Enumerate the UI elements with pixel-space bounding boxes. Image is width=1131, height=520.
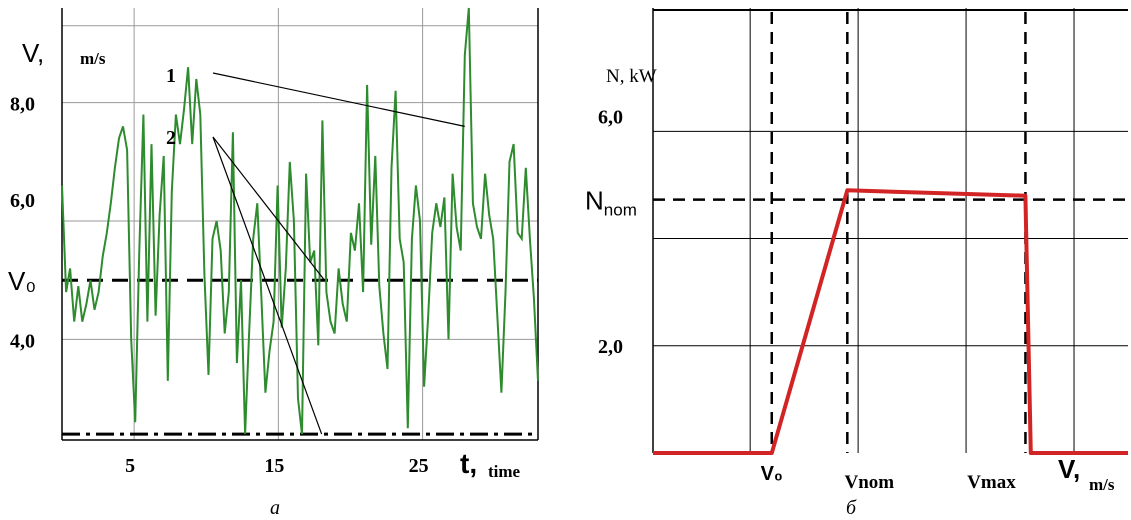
annotation-label-2: 2 bbox=[166, 127, 176, 149]
n-nom-label: Nnom bbox=[585, 186, 637, 220]
chart-b-y-tick-label: 2,0 bbox=[598, 336, 623, 358]
chart-a-x-axis-label: t, bbox=[460, 448, 477, 479]
chart-b-x-axis-unit: m/s bbox=[1089, 475, 1115, 494]
chart-a-y-tick-label: 6,0 bbox=[10, 190, 35, 212]
chart-b: N, kW 6,0 2,0 Nnom V₀ Vnom Vmax V, m/s б bbox=[585, 8, 1128, 519]
panel-label-b: б bbox=[846, 497, 857, 519]
chart-b-grid bbox=[652, 8, 1128, 453]
chart-a-x-tick-label: 15 bbox=[264, 455, 284, 477]
chart-a-x-tick-label: 25 bbox=[409, 455, 429, 477]
vmax-x-label: Vmax bbox=[967, 472, 1016, 493]
v0-label: V₀ bbox=[8, 266, 36, 296]
annotation-2-leader bbox=[212, 136, 325, 281]
wind-speed-series bbox=[61, 7, 539, 435]
panel-label-a: а bbox=[270, 497, 280, 519]
chart-a-x-tick-label: 5 bbox=[125, 455, 135, 477]
chart-a-grid bbox=[62, 8, 538, 440]
n-nom-subscript: nom bbox=[604, 201, 637, 220]
n-nom-main: N bbox=[585, 186, 604, 216]
annotation-1-leader bbox=[212, 72, 465, 127]
chart-b-dashed-verticals bbox=[770, 12, 1027, 453]
chart-a-y-axis-unit: m/s bbox=[80, 49, 106, 68]
chart-a-x-axis-unit: time bbox=[488, 462, 521, 481]
chart-b-x-axis-label: V, bbox=[1058, 454, 1080, 484]
annotation-label-1: 1 bbox=[166, 65, 176, 87]
chart-b-y-axis-label: N, kW bbox=[606, 66, 657, 87]
v0-x-label: V₀ bbox=[761, 463, 783, 485]
chart-a-y-axis-label: V, bbox=[22, 38, 44, 68]
annotation-leader-lines bbox=[212, 72, 465, 435]
chart-a-y-tick-label: 4,0 bbox=[10, 330, 35, 352]
vnom-x-label: Vnom bbox=[845, 472, 895, 493]
chart-a: V, m/s 8,0 6,0 4,0 V₀ 5 15 25 t, time 1 … bbox=[8, 7, 539, 519]
chart-b-y-tick-label: 6,0 bbox=[598, 106, 623, 128]
chart-a-y-tick-label: 8,0 bbox=[10, 94, 35, 116]
annotation-2-leader bbox=[212, 136, 323, 435]
power-curve-series bbox=[653, 188, 1128, 455]
